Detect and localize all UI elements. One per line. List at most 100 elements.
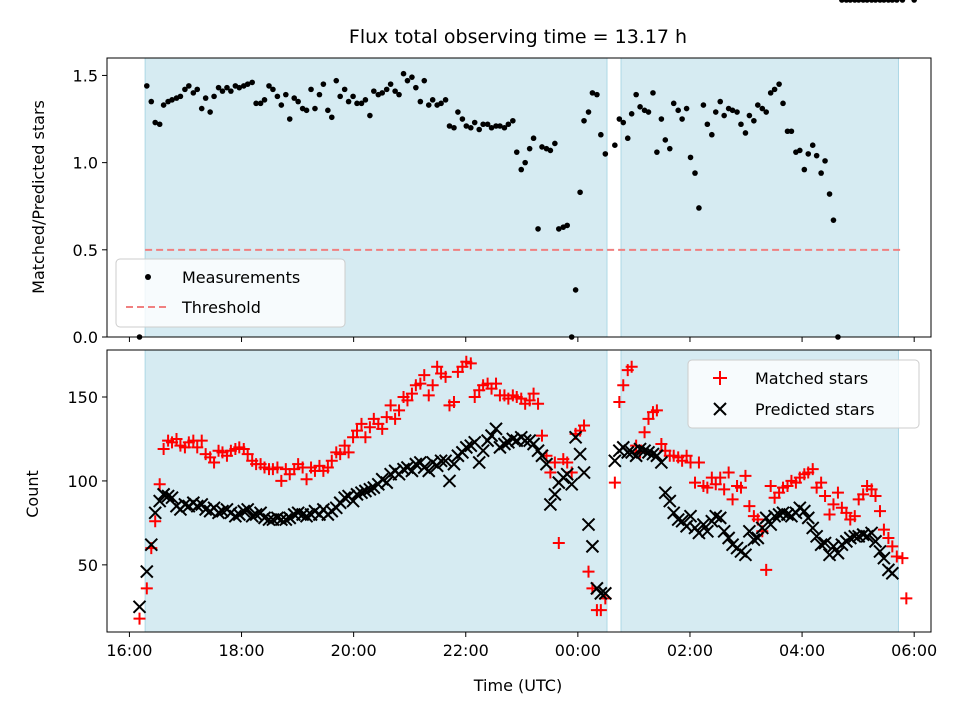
- measurement-point: [429, 97, 436, 103]
- measurement-point: [780, 100, 786, 107]
- matched-star-point: [886, 540, 899, 553]
- matched-star-point: [815, 476, 828, 489]
- matched-star-point: [594, 604, 607, 617]
- measurement-point: [190, 90, 197, 96]
- measurement-point: [228, 88, 234, 94]
- y-tick-label: 0.0: [73, 328, 98, 347]
- predicted-star-point: [245, 509, 259, 523]
- measurement-point: [303, 107, 310, 114]
- legend-threshold-label: Threshold: [181, 298, 261, 317]
- measurement-point: [354, 100, 360, 107]
- measurement-point: [526, 145, 533, 152]
- matched-star-point: [347, 431, 360, 444]
- matched-star-point: [760, 563, 773, 576]
- bottom-y-ticks: 50 100 150: [67, 388, 107, 575]
- measurement-point: [881, 0, 887, 3]
- measurement-point: [729, 107, 736, 114]
- measurement-point: [813, 152, 820, 159]
- predicted-star-point: [650, 449, 664, 463]
- measurement-point: [143, 83, 150, 89]
- matched-star-point: [195, 434, 208, 447]
- measurement-point: [182, 86, 188, 93]
- predicted-star-point: [211, 506, 226, 520]
- matched-star-point: [405, 387, 418, 400]
- x-tick-label: 04:00: [779, 641, 825, 660]
- measurement-point: [522, 159, 528, 166]
- measurement-point: [734, 109, 740, 115]
- measurement-point: [788, 128, 795, 135]
- measurement-point: [421, 77, 428, 84]
- measurement-point: [337, 93, 343, 100]
- top-legend: Measurements Threshold: [115, 258, 346, 328]
- measurement-point: [654, 149, 660, 155]
- matched-star-point: [157, 443, 170, 456]
- predicted-star-point: [363, 482, 377, 497]
- measurement-point: [194, 86, 201, 93]
- measurement-point: [387, 81, 394, 87]
- measurement-point: [224, 84, 230, 91]
- measurement-point: [316, 91, 323, 98]
- matched-star-point: [426, 379, 439, 392]
- x-tick-label: 20:00: [331, 641, 377, 660]
- measurement-point: [261, 97, 268, 103]
- predicted-star-point: [422, 464, 436, 478]
- measurement-point: [438, 100, 444, 107]
- measurement-point: [809, 142, 816, 148]
- measurement-point: [855, 0, 862, 3]
- matched-star-point: [865, 483, 878, 496]
- measurement-point: [687, 154, 694, 161]
- matched-star-point: [351, 424, 364, 437]
- predicted-star-point: [742, 524, 757, 538]
- measurement-point: [270, 86, 276, 93]
- predicted-star-point: [472, 455, 486, 470]
- measurement-point: [244, 81, 251, 87]
- predicted-star-point: [573, 447, 587, 461]
- measurement-point: [186, 83, 192, 89]
- matched-star-point: [608, 476, 621, 489]
- measurement-point: [628, 111, 635, 117]
- predicted-star-point: [747, 532, 761, 547]
- bottom-legend-box: [687, 359, 920, 429]
- matched-star-point: [613, 396, 626, 409]
- predicted-star-point: [577, 465, 591, 480]
- y-tick-label: 50: [78, 556, 98, 575]
- legend-measurements-marker: [145, 274, 151, 280]
- measurement-point: [637, 104, 643, 110]
- matched-star-point: [714, 471, 727, 484]
- measurement-point: [308, 86, 314, 93]
- predicted-star-point: [291, 506, 305, 520]
- x-tick-label: 22:00: [443, 641, 489, 660]
- measurement-point: [547, 147, 554, 154]
- matched-star-point: [208, 456, 221, 469]
- bottom-axes-frame: [106, 349, 932, 633]
- x-tick-label: 06:00: [891, 641, 937, 660]
- matched-star-point: [389, 412, 402, 425]
- measurement-point: [367, 112, 373, 119]
- matched-star-point: [422, 389, 435, 402]
- predicted-star-point: [237, 504, 251, 518]
- predicted-star-point: [535, 449, 549, 463]
- measurement-point: [620, 119, 627, 126]
- matched-star-point: [149, 515, 162, 528]
- matched-star-point: [625, 360, 638, 373]
- measurement-point: [513, 149, 520, 155]
- measurement-point: [257, 100, 264, 107]
- matched-star-point: [692, 456, 705, 469]
- legend-matched-label: Matched stars: [755, 369, 868, 388]
- measurement-point: [751, 117, 757, 124]
- measurement-point: [564, 222, 571, 229]
- measurement-point: [278, 102, 285, 108]
- matched-star-point: [655, 438, 668, 450]
- measurement-point: [805, 151, 812, 157]
- predicted-star-point: [459, 440, 474, 455]
- predicted-star-point: [299, 509, 314, 523]
- measurement-point: [202, 95, 209, 101]
- measurement-point: [797, 147, 803, 154]
- matched-star-point: [823, 508, 836, 521]
- measurement-point: [253, 100, 259, 107]
- matched-star-point: [582, 565, 595, 578]
- y-tick-label: 100: [67, 472, 98, 491]
- matched-star-point: [490, 377, 503, 390]
- observing-span-1: [621, 58, 899, 337]
- predicted-star-point: [885, 566, 900, 580]
